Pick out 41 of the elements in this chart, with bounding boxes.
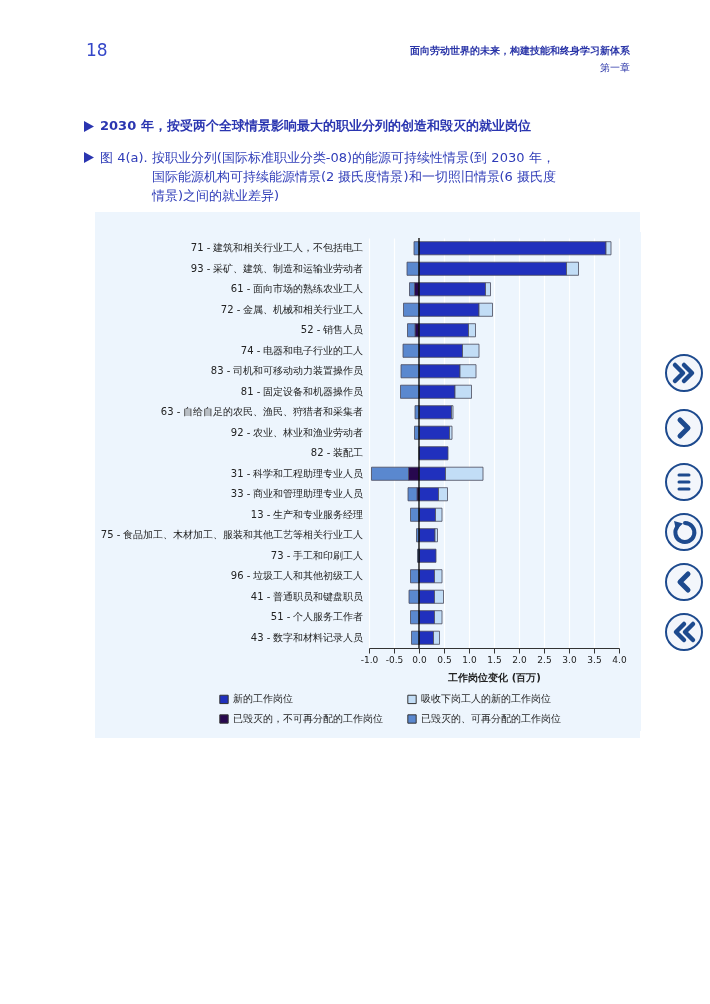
text: 第一章 (599, 61, 630, 75)
x-tick-label: 1.0 (462, 654, 477, 665)
y-tick-label: 41 - 普通职员和键盘职员 (250, 590, 364, 602)
y-tick-label: 33 - 商业和管理助理专业人员 (230, 488, 364, 500)
legend-label: 吸收下岗工人的新的工作岗位 (421, 693, 551, 705)
x-tick-label: 3.5 (587, 654, 602, 665)
x-tick-label: 3.0 (562, 654, 577, 665)
chart-subtitle: 图 4(a). 按职业分列(国际标准职业分类-08)的能源可持续性情景(到 2030 年，国际能源机构可持续能源情景(2 摄氏度情景)和一切照旧情景(6 摄氏度情景)之间的就业差异) (100, 149, 558, 205)
y-tick-label: 43 - 数字和材料记录人员 (250, 631, 364, 643)
text: 18 (86, 40, 108, 60)
legend-label: 已毁灭的，不可再分配的工作岗位 (233, 713, 383, 724)
x-tick-label: -1.0 (360, 654, 379, 665)
x-tick-label: 2.5 (537, 654, 552, 665)
y-tick-label: 13 - 生产和专业服务经理 (250, 508, 364, 520)
y-tick-label: 92 - 农业、林业和渔业劳动者 (230, 426, 364, 438)
x-tick-label: 1.5 (487, 654, 502, 665)
text: 面向劳动世界的未来，构建技能和终身学习新体系 (410, 44, 630, 58)
y-tick-label: 52 - 销售人员 (300, 324, 364, 336)
x-tick-label: 0.5 (437, 654, 452, 665)
y-tick-label: 51 - 个人服务工作者 (270, 611, 364, 623)
chart-title: 2030 年，按受两个全球情景影响最大的职业分列的创造和毁灭的就业岗位 (100, 117, 531, 135)
y-tick-label: 81 - 固定设备和机器操作员 (240, 385, 364, 397)
y-tick-label: 71 - 建筑和相关行业工人，不包括电工 (190, 242, 364, 254)
legend-label: 新的工作岗位 (233, 693, 293, 705)
y-tick-label: 93 - 采矿、建筑、制造和运输业劳动者 (190, 262, 364, 274)
y-tick-label: 75 - 食品加工、木材加工、服装和其他工艺等相关行业工人 (100, 529, 364, 541)
y-tick-label: 82 - 装配工 (310, 447, 364, 459)
legend-label: 已毁灭的、可再分配的工作岗位 (421, 713, 561, 724)
x-tick-label: -0.5 (385, 654, 404, 665)
x-tick-label: 2.0 (512, 654, 527, 665)
y-tick-label: 74 - 电器和电子行业的工人 (240, 344, 364, 356)
y-tick-label: 73 - 手工和印刷工人 (270, 549, 364, 561)
x-axis-title: 工作岗位变化 (百万) (447, 671, 541, 683)
y-tick-label: 72 - 金属、机械和相关行业工人 (220, 303, 364, 315)
y-tick-label: 63 - 自给自足的农民、渔民、狩猎者和采集者 (160, 406, 364, 418)
y-tick-label: 96 - 垃圾工人和其他初级工人 (230, 570, 364, 582)
x-tick-label: 0.0 (412, 654, 427, 665)
y-tick-label: 61 - 面向市场的熟练农业工人 (230, 283, 364, 295)
x-tick-label: 4.0 (612, 654, 627, 665)
y-tick-label: 31 - 科学和工程助理专业人员 (230, 467, 364, 479)
y-tick-label: 83 - 司机和可移动动力装置操作员 (210, 365, 364, 377)
